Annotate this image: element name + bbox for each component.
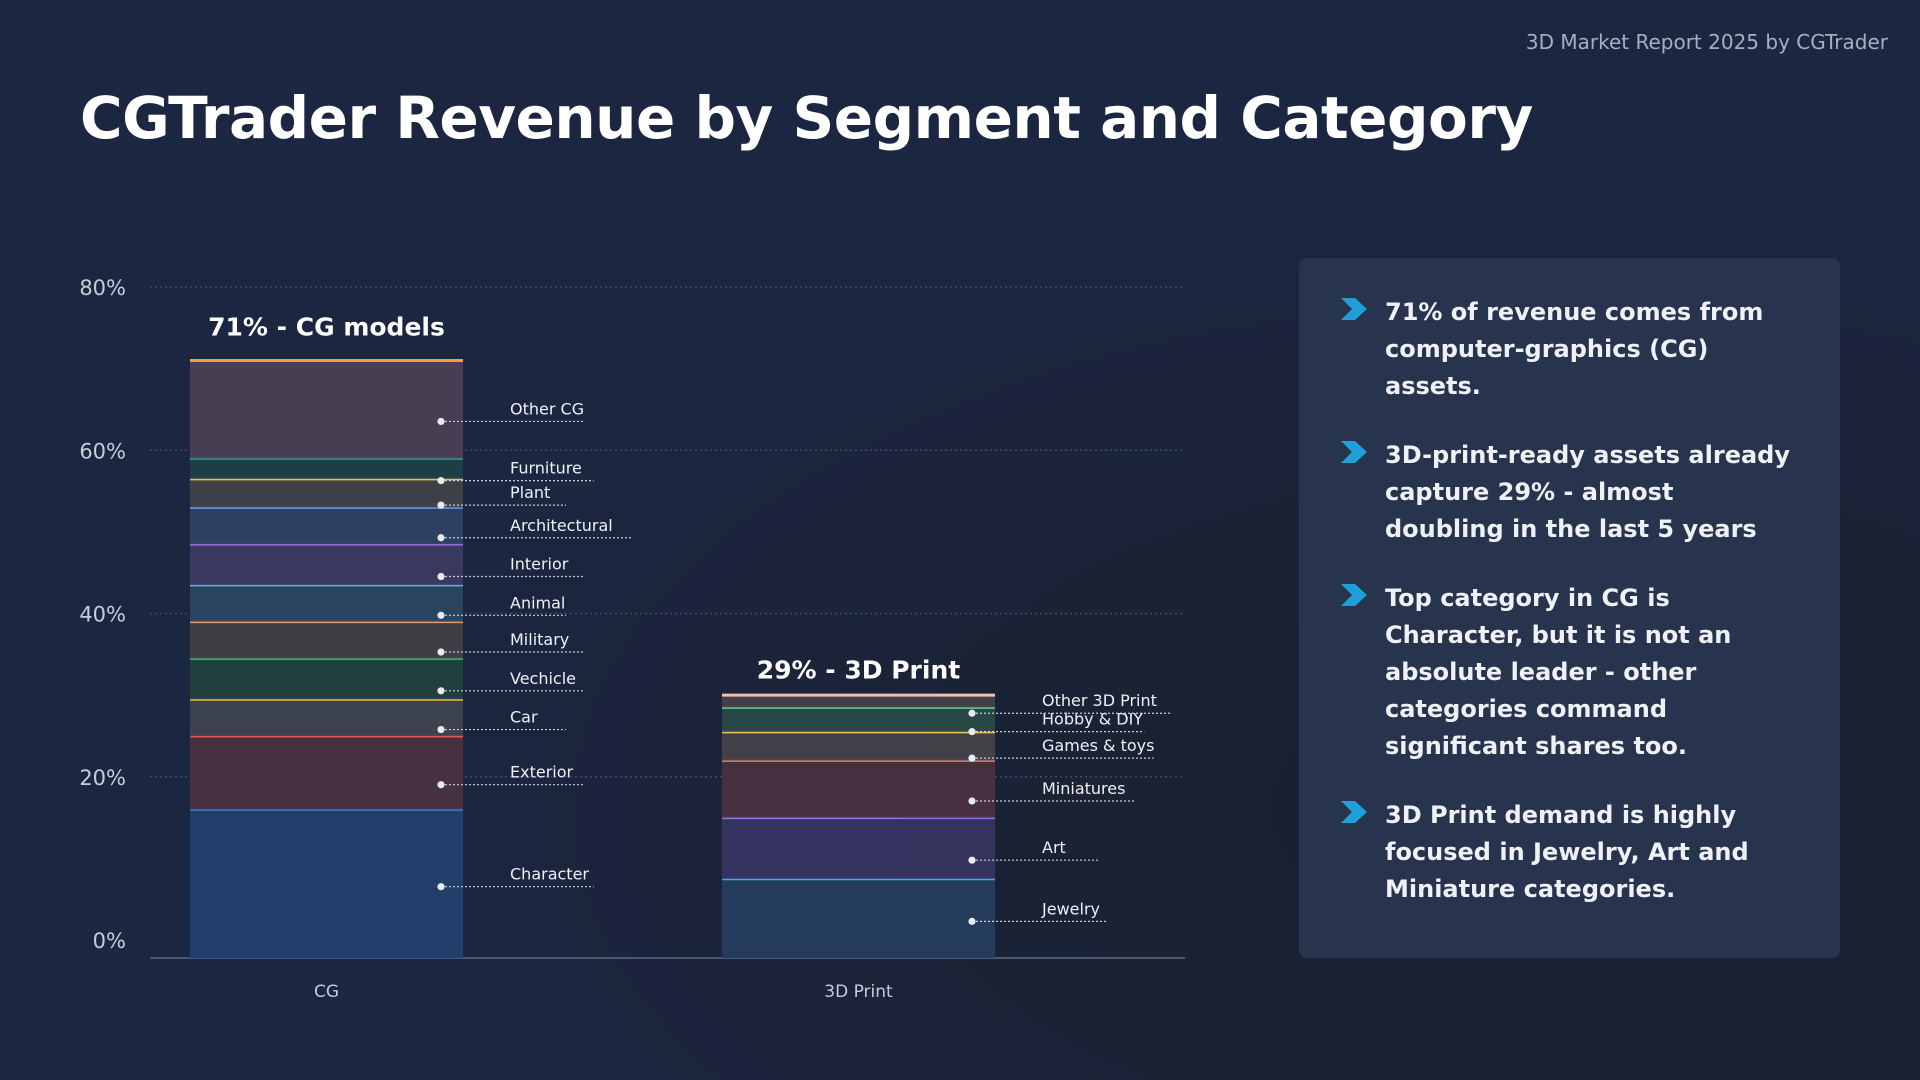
segment-label: Plant [510,483,550,502]
bar-segment [722,760,995,818]
segment-label: Military [510,630,569,649]
y-tick-label: 60% [79,439,126,463]
insight-item: 3D-print-ready assets already capture 29… [1341,437,1800,548]
segment-label: Exterior [510,763,574,782]
segment-label: Car [510,708,538,727]
labels-layer: Character Exterior Car Vechicle Military Anim… [208,312,1173,1002]
insights-panel: 71% of revenue comes from computer-graph… [1299,258,1840,958]
leader-dot [437,687,445,695]
leader-dot [437,648,445,656]
bar-segment [722,731,995,761]
leader-dot [437,781,445,789]
bar-segment [190,621,463,659]
leader-dot [437,611,445,619]
segment-label: Vechicle [510,669,576,688]
bar-segment [722,878,995,958]
bar-segment [190,809,463,958]
leader-dot [968,797,976,805]
bar-segment [722,817,995,879]
leader-dot [968,728,976,736]
segment-label: Games & toys [1042,736,1154,755]
segment-label: Architectural [510,516,613,535]
leader-dot [437,883,445,891]
leader-dot [437,477,445,485]
insight-item: Top category in CG is Character, but it … [1341,580,1800,765]
bar-segment [722,695,995,708]
insight-text: 3D-print-ready assets already capture 29… [1385,441,1790,543]
leader-dot [437,534,445,542]
leader-dot [437,725,445,734]
bar-segment [190,699,463,736]
report-tag: 3D Market Report 2025 by CGTrader [1525,30,1888,54]
page-title: CGTrader Revenue by Segment and Category [80,84,1533,152]
chevron-right-icon [1341,298,1369,325]
bars-layer [190,358,995,958]
insight-text: Top category in CG is Character, but it … [1385,584,1732,760]
segment-label: Miniatures [1042,779,1125,798]
segment-label: Other 3D Print [1042,691,1157,710]
segment-label: Art [1042,838,1066,857]
bar-segment [190,735,463,810]
segment-label: Interior [510,555,569,574]
leader-dot [968,709,976,717]
insight-item: 71% of revenue comes from computer-graph… [1341,294,1800,405]
bar-segment [190,658,463,700]
bar-segment [190,458,463,479]
leader-dot [437,417,445,426]
chevron-right-icon [1341,801,1369,828]
segment-label: Jewelry [1041,899,1100,918]
leader-dot [437,501,445,509]
y-tick-label: 40% [79,603,126,627]
bar-segment [190,478,463,508]
bar-segment [190,507,463,545]
leader-dot [437,572,445,581]
bar-segment [190,544,463,585]
bar-segment [190,584,463,622]
bar-total-label: 29% - 3D Print [757,655,960,684]
leader-dot [968,917,976,925]
y-tick-label: 0% [93,929,126,953]
bar-total-label: 71% - CG models [208,312,445,341]
segment-label: Animal [510,593,565,612]
chevron-right-icon [1341,441,1369,468]
leader-dot [968,754,976,762]
x-category-label: 3D Print [824,982,893,1002]
segment-label: Furniture [510,459,582,478]
leader-dot [968,856,976,864]
chevron-right-icon [1341,584,1369,611]
bar-segment [722,707,995,732]
bar-segment [190,360,463,459]
segment-label: Hobby & DIY [1042,710,1143,729]
x-category-label: CG [314,982,339,1002]
insight-text: 3D Print demand is highly focused in Jew… [1385,801,1749,903]
y-tick-label: 20% [79,766,126,790]
insight-item: 3D Print demand is highly focused in Jew… [1341,797,1800,908]
stacked-bar-chart: 0% 20% 40% 60% 80% Character Exterior Car Vechi… [79,276,1185,1002]
y-tick-label: 80% [79,276,126,300]
segment-label: Character [510,865,589,884]
insight-text: 71% of revenue comes from computer-graph… [1385,298,1764,400]
segment-label: Other CG [510,399,584,418]
